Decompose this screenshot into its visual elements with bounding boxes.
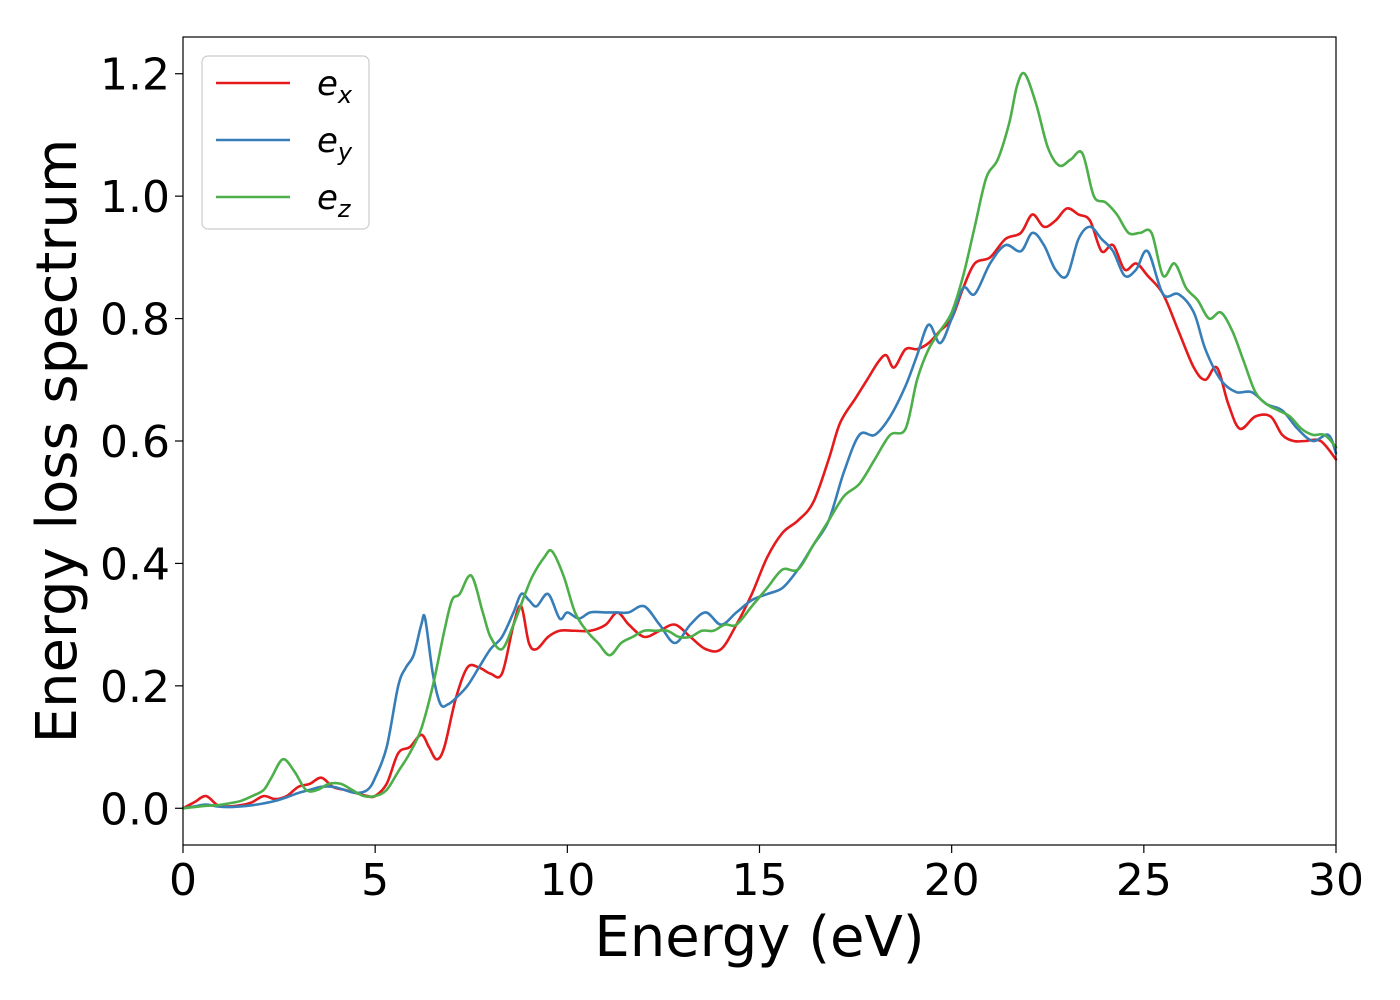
x-tick-label: 0 [169, 855, 197, 906]
legend-label-e-x: ex [317, 64, 353, 109]
y-tick-label: 0.8 [100, 295, 170, 346]
series-line-e-x [181, 206, 1338, 810]
y-axis: 0.0 0.2 0.4 0.6 0.8 1.0 1.2 [100, 50, 183, 835]
y-tick-label: 1.0 [100, 172, 170, 223]
legend-label-e-z: ez [317, 178, 352, 223]
x-tick-label: 30 [1308, 855, 1364, 906]
y-tick-label: 0.4 [100, 539, 170, 590]
legend: ex ey ez [201, 55, 370, 230]
x-tick-label: 5 [361, 855, 389, 906]
y-tick-label: 0.6 [100, 417, 170, 468]
series-layer [181, 71, 1338, 810]
y-tick-label: 1.2 [100, 50, 170, 101]
x-tick-label: 20 [924, 855, 980, 906]
x-tick-label: 15 [732, 855, 788, 906]
y-tick-label: 0.0 [100, 784, 170, 835]
legend-label-e-y: ey [317, 121, 353, 166]
series-line-e-y [181, 225, 1338, 810]
x-tick-label: 25 [1116, 855, 1172, 906]
x-tick-label: 10 [539, 855, 595, 906]
series-line-e-z [181, 71, 1338, 810]
x-axis: 0 5 10 15 20 25 30 [169, 845, 1364, 906]
x-axis-title: Energy (eV) [594, 905, 924, 970]
y-axis-title: Energy loss spectrum [25, 139, 90, 744]
y-tick-label: 0.2 [100, 662, 170, 713]
legend-box [201, 55, 370, 230]
